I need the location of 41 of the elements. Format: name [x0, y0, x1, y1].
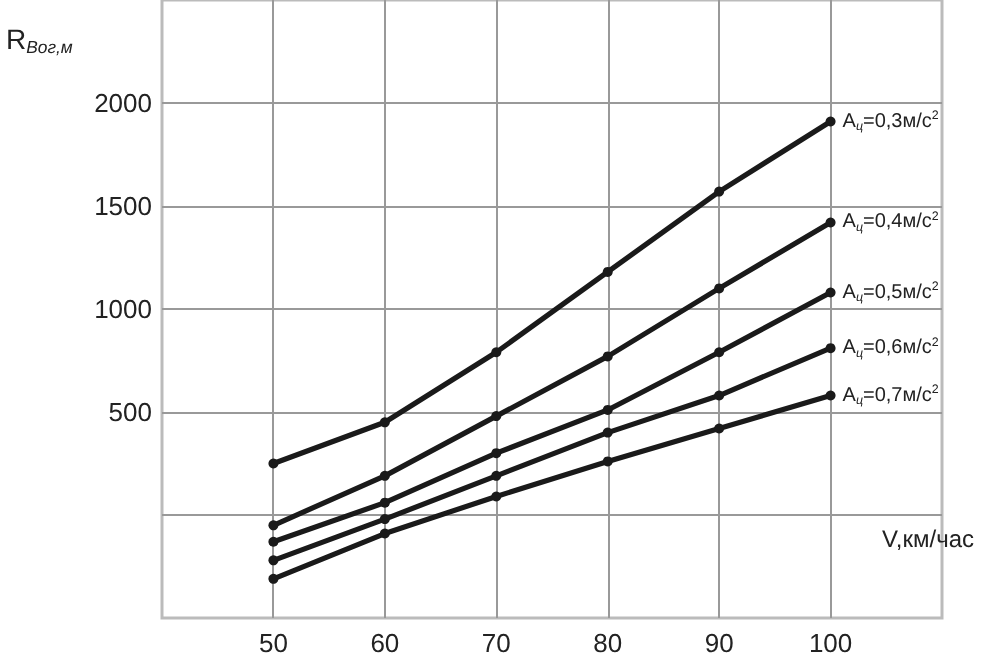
point — [602, 266, 613, 277]
point — [268, 555, 279, 566]
x-tick-label: 70 — [481, 628, 511, 656]
point — [268, 536, 279, 547]
point — [825, 116, 836, 127]
x-tick-label: 90 — [704, 628, 734, 656]
x-tick-label: 80 — [593, 628, 623, 656]
point — [825, 217, 836, 228]
point — [602, 351, 613, 362]
point — [825, 343, 836, 354]
point — [825, 287, 836, 298]
point — [268, 573, 279, 584]
point — [602, 456, 613, 467]
x-tick-label: 50 — [258, 628, 288, 656]
x-axis-title: V,км/час — [882, 525, 974, 553]
y-tick-label: 500 — [108, 397, 152, 427]
point — [602, 427, 613, 438]
point — [714, 347, 725, 358]
point — [379, 528, 390, 539]
point — [602, 404, 613, 415]
point — [379, 497, 390, 508]
point — [491, 491, 502, 502]
point — [379, 470, 390, 481]
point — [491, 448, 502, 459]
point — [491, 411, 502, 422]
point — [491, 347, 502, 358]
x-tick-label: 100 — [808, 628, 853, 656]
point — [379, 514, 390, 525]
point — [714, 283, 725, 294]
y-tick-label: 2000 — [94, 88, 152, 118]
x-tick-label: 60 — [370, 628, 400, 656]
point — [714, 390, 725, 401]
point — [714, 423, 725, 434]
point — [491, 470, 502, 481]
point — [268, 520, 279, 531]
y-tick-label: 1500 — [94, 191, 152, 221]
point — [268, 458, 279, 469]
point — [714, 186, 725, 197]
point — [825, 390, 836, 401]
y-tick-label: 1000 — [94, 294, 152, 324]
point — [379, 417, 390, 428]
